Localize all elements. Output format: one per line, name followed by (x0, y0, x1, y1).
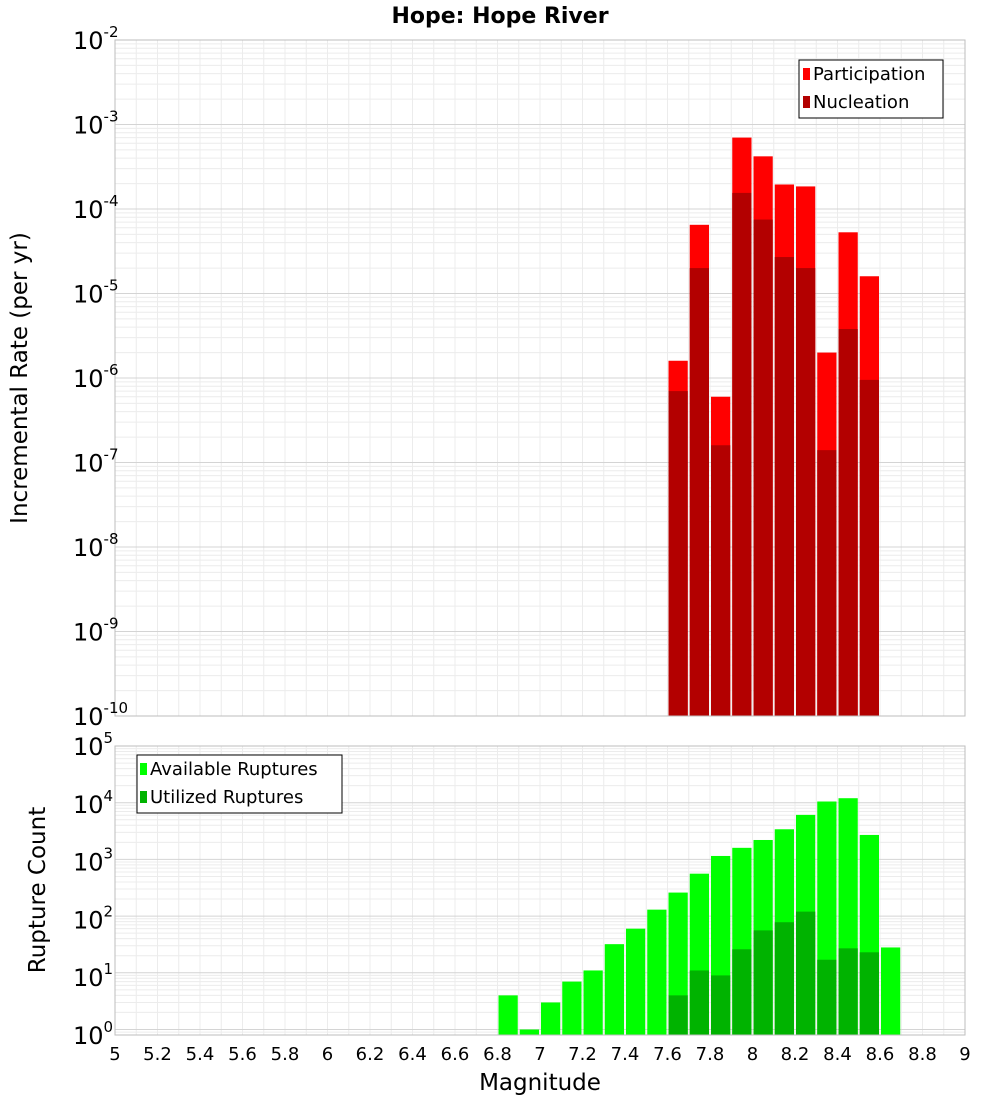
bar-utilized-ruptures (753, 930, 773, 1035)
plot-border (114, 39, 966, 717)
bar-available-ruptures (519, 1029, 539, 1035)
plot-border (114, 745, 966, 1036)
top-y-axis-label: Incremental Rate (per yr) (7, 232, 33, 524)
x-tick-label: 6.4 (398, 1044, 427, 1065)
bar-utilized-ruptures (838, 948, 858, 1035)
legend-swatch (803, 96, 810, 108)
x-tick-label: 5 (109, 1044, 120, 1065)
bar-nucleation (689, 268, 709, 716)
bar-utilized-ruptures (796, 911, 816, 1035)
x-tick-label: 8.2 (781, 1044, 810, 1065)
top-y-tick-label: 10-8 (73, 530, 119, 562)
x-tick-label: 6 (322, 1044, 333, 1065)
legend-box (136, 754, 343, 814)
bar-available-ruptures (647, 909, 667, 1035)
top-plot: 10-2 10-3 10-4 10-5 10-6 10-7 10-8 10-9 10-10 Par… (73, 23, 966, 731)
legend-label: Utilized Ruptures (150, 787, 303, 808)
bottom-y-tick-label: 104 (73, 787, 113, 819)
x-tick-label: 6.6 (441, 1044, 470, 1065)
bar-available-ruptures (881, 947, 901, 1035)
bar-utilized-ruptures (711, 975, 731, 1035)
x-tick-label: 7.8 (696, 1044, 725, 1065)
x-tick-label: 8.6 (866, 1044, 895, 1065)
x-axis-label: Magnitude (479, 1070, 601, 1096)
top-y-tick-label: 10-3 (73, 108, 119, 140)
bar-available-ruptures (626, 928, 646, 1035)
x-tick-label: 5.2 (143, 1044, 172, 1065)
legend-label: Nucleation (813, 92, 909, 113)
x-tick-label: 5.6 (228, 1044, 257, 1065)
bar-nucleation (668, 391, 688, 716)
bar-utilized-ruptures (859, 952, 879, 1035)
bar-utilized-ruptures (732, 949, 752, 1035)
top-y-tick-label: 10-4 (73, 192, 119, 224)
bottom-y-tick-label: 102 (73, 902, 113, 934)
x-tick-label: 7.4 (611, 1044, 640, 1065)
x-tick-label: 7 (534, 1044, 545, 1065)
bar-nucleation (796, 268, 816, 716)
top-y-tick-label: 10-2 (73, 23, 119, 55)
x-tick-label: 6.8 (483, 1044, 512, 1065)
bottom-plot: 105 104 103 102 101 100 Available Ruptures Util… (73, 729, 971, 1065)
x-tick-label: 7.2 (568, 1044, 597, 1065)
bottom-y-tick-label: 100 (73, 1018, 113, 1050)
x-tick-label: 6.2 (356, 1044, 385, 1065)
legend-label: Participation (813, 64, 925, 85)
bar-utilized-ruptures (774, 922, 794, 1035)
top-y-tick-label: 10-6 (73, 361, 119, 393)
bottom-y-tick-label: 103 (73, 845, 113, 877)
bar-available-ruptures (562, 981, 582, 1035)
bottom-y-tick-label: 105 (73, 729, 113, 761)
bar-nucleation (732, 192, 752, 716)
x-tick-label: 5.4 (186, 1044, 215, 1065)
bar-utilized-ruptures (668, 995, 688, 1035)
bar-available-ruptures (541, 1002, 561, 1035)
x-tick-label: 8.4 (823, 1044, 852, 1065)
legend-swatch (140, 791, 147, 803)
bar-nucleation (859, 379, 879, 716)
bar-available-ruptures (498, 995, 518, 1035)
bar-nucleation (774, 257, 794, 716)
x-tick-label: 9 (959, 1044, 970, 1065)
legend-swatch (140, 763, 147, 775)
x-tick-label: 8 (747, 1044, 758, 1065)
bar-utilized-ruptures (817, 959, 837, 1035)
bar-available-ruptures (604, 944, 624, 1035)
bottom-y-tick-label: 101 (73, 960, 113, 992)
top-y-tick-label: 10-7 (73, 446, 119, 478)
bar-nucleation (817, 450, 837, 716)
bar-nucleation (753, 219, 773, 717)
bar-nucleation (711, 445, 731, 716)
top-y-tick-label: 10-9 (73, 615, 119, 647)
bar-available-ruptures (583, 970, 603, 1035)
bar-utilized-ruptures (689, 970, 709, 1035)
bar-nucleation (838, 329, 858, 716)
legend-swatch (803, 68, 810, 80)
chart-title: Hope: Hope River (391, 4, 608, 29)
legend-box (798, 59, 944, 119)
x-tick-label: 5.8 (271, 1044, 300, 1065)
legend-label: Available Ruptures (150, 759, 318, 780)
top-y-tick-label: 10-10 (73, 699, 128, 731)
x-tick-label: 7.6 (653, 1044, 682, 1065)
bottom-y-axis-label: Rupture Count (25, 807, 51, 973)
top-y-tick-label: 10-5 (73, 277, 119, 309)
x-tick-label: 8.8 (908, 1044, 937, 1065)
